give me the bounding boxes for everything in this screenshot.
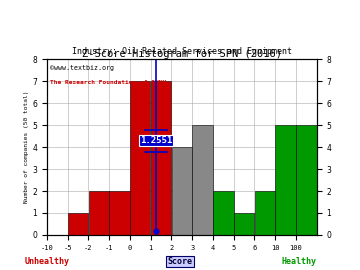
Text: 1.2551: 1.2551 (140, 136, 172, 145)
Bar (172, 147, 192, 235)
Bar (109, 191, 130, 235)
Bar (89, 191, 109, 235)
Bar (296, 125, 316, 235)
Text: Healthy: Healthy (281, 257, 316, 266)
Bar (213, 191, 234, 235)
Bar (130, 81, 150, 235)
Bar (151, 81, 171, 235)
Bar (275, 125, 296, 235)
Bar (68, 213, 88, 235)
Bar (234, 213, 254, 235)
Text: Unhealthy: Unhealthy (24, 257, 69, 266)
Text: Score: Score (167, 257, 193, 266)
Title: Z-Score Histogram for SPN (2016): Z-Score Histogram for SPN (2016) (82, 49, 282, 59)
Text: Industry: Oil Related Services and Equipment: Industry: Oil Related Services and Equip… (72, 47, 292, 56)
Bar (192, 125, 213, 235)
Text: ©www.textbiz.org: ©www.textbiz.org (50, 65, 113, 71)
Text: The Research Foundation of SUNY: The Research Foundation of SUNY (50, 80, 166, 86)
Y-axis label: Number of companies (50 total): Number of companies (50 total) (24, 91, 30, 203)
Bar (255, 191, 275, 235)
